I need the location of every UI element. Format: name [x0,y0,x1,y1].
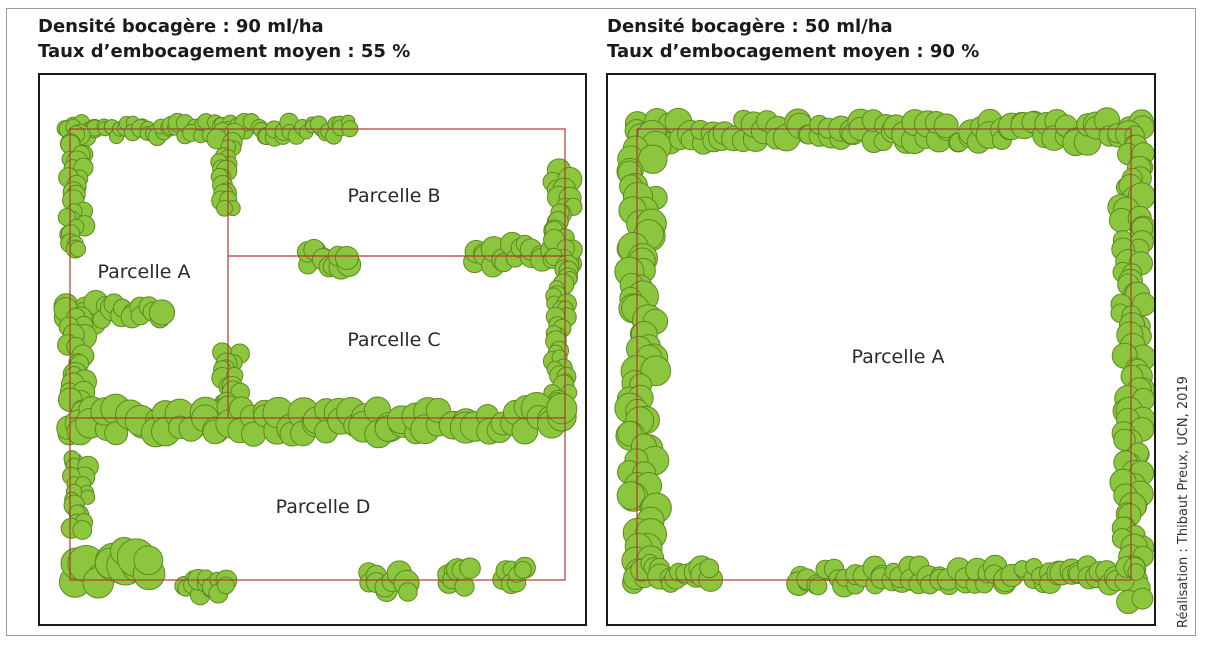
right-parcel-outlines [636,128,1132,581]
left-hedges [53,112,583,606]
left-parcel-outlines [69,128,566,581]
hedge-foliage [148,299,176,326]
hedge-foliage [514,561,532,579]
hedge [437,557,481,597]
hedge [60,450,99,540]
hedge-foliage [104,421,129,446]
hedge-foliage [638,144,668,174]
hedge [492,556,536,595]
left-map: Parcelle A Parcelle B Parcelle C Parcell… [53,112,583,606]
hedge-foliage [1127,563,1145,581]
hedge [174,568,238,606]
hedge-foliage [334,245,359,270]
hedge-foliage [699,558,720,579]
hedge-foliage [808,576,828,596]
hedge [786,554,1146,598]
hedge [622,553,724,594]
parcel-c-label: Parcelle C [347,329,440,351]
parcel-b-label: Parcelle B [347,185,440,207]
hedge-foliage [216,199,233,217]
right-map: Parcelle A [614,107,1154,614]
credit-text: Réalisation : Thibaut Preux, UCN, 2019 [1176,376,1191,628]
right-map-panel: Parcelle A [606,73,1156,626]
hedge-foliage [216,576,235,595]
left-header: Densité bocagère : 90 ml/ha Taux d’emboc… [38,14,410,64]
left-density-label: Densité bocagère : 90 ml/ha [38,16,324,37]
right-parcel-a-label: Parcelle A [851,346,944,368]
hedge-foliage [933,113,959,139]
hedge-foliage [1131,587,1154,610]
right-header: Densité bocagère : 50 ml/ha Taux d’emboc… [607,14,979,64]
hedge-foliage [459,557,481,579]
right-density-label: Densité bocagère : 50 ml/ha [607,16,893,37]
left-map-panel: Parcelle A Parcelle B Parcelle C Parcell… [38,73,587,626]
right-rate-label: Taux d’embocagement moyen : 90 % [607,41,980,62]
hedge-foliage [72,520,93,540]
hedge [624,107,1154,157]
hedge [58,537,166,599]
figure-frame [6,8,1196,636]
hedge-foliage [616,481,646,510]
hedge-foliage [398,582,418,602]
left-rate-label: Taux d’embocagement moyen : 55 % [38,41,411,62]
hedge [358,560,420,602]
hedge-foliage [133,545,164,576]
parcel-d-label: Parcelle D [276,496,371,518]
hedge [296,238,362,280]
hedge [614,120,672,587]
hedge-foliage [69,240,86,258]
hedge [56,392,578,449]
hedge [1107,120,1154,614]
right-hedges [614,107,1154,614]
parcel-outline-outer [69,128,566,581]
parcel-a-label: Parcelle A [97,261,190,283]
hedge [206,121,246,217]
parcel-outline-outer [636,128,1132,581]
hedge [542,158,583,279]
hedge-foliage [546,393,578,425]
